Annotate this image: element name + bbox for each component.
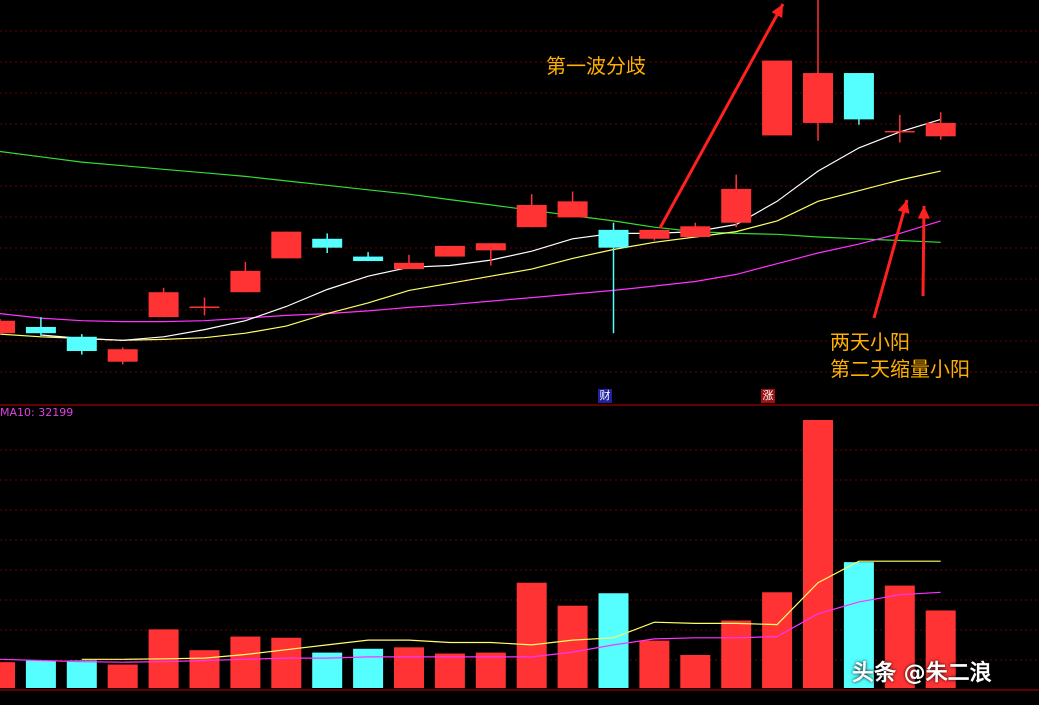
arrow-day-one (872, 199, 909, 319)
candle-body (884, 130, 915, 133)
volume-bar (0, 662, 15, 688)
volume-bar (639, 640, 670, 688)
candle-body (394, 262, 424, 270)
volume-ma5-line (81, 560, 941, 660)
volume-bar (762, 592, 793, 688)
volume-bar (843, 562, 874, 688)
candle-body (803, 73, 833, 123)
candle-body (353, 256, 384, 262)
volume-bar (434, 653, 465, 688)
candle-body (0, 320, 15, 334)
candle-body (107, 349, 138, 362)
candle-body (762, 60, 793, 136)
arrow-day-one-head (897, 200, 910, 214)
candle-body (721, 188, 752, 223)
candle-body (66, 336, 97, 352)
candle-body (434, 245, 465, 257)
volume-bar (557, 605, 588, 688)
candle-body (925, 122, 956, 137)
annotation-two-small-yang: 两天小阳 (830, 330, 910, 354)
candle-body (557, 201, 588, 218)
candle-body (271, 231, 302, 259)
volume-ma10-line (0, 591, 941, 663)
volume-bar (475, 652, 506, 688)
candle-body (230, 270, 261, 293)
candle-body (148, 292, 179, 318)
ma60-line (0, 150, 941, 243)
watermark: 头条 @朱二浪 (852, 661, 992, 686)
volume-bar (925, 610, 956, 688)
volume-legend: MA10: 32199 (0, 406, 74, 419)
candle-body (639, 229, 670, 239)
volume-bar (230, 636, 261, 688)
candle-body (516, 204, 547, 228)
volume-bar (66, 660, 97, 688)
candle-body (312, 238, 343, 248)
annotation-shrink-volume: 第二天缩量小阳 (830, 357, 970, 381)
volume-bar (598, 593, 629, 688)
candle-body (598, 229, 629, 248)
arrow-first-wave (658, 3, 785, 229)
volume-bar (516, 582, 547, 688)
ma20-line (0, 220, 941, 323)
volume-bar (271, 637, 302, 688)
volume-bar (189, 650, 220, 688)
arrow-first-wave-head (771, 4, 783, 18)
candle-body (843, 73, 874, 120)
arrow-day-two-head (917, 206, 930, 219)
ma10-line (0, 170, 941, 341)
candle-body (475, 243, 506, 251)
candle-body (189, 306, 220, 308)
candle-body (680, 226, 711, 237)
volume-bar (884, 585, 915, 688)
volume-bar (25, 660, 56, 688)
marker-zhang: 涨 (761, 389, 775, 403)
marker-cai: 财 (598, 389, 612, 403)
volume-bar (107, 664, 138, 688)
annotation-first-wave: 第一波分歧 (546, 54, 646, 78)
arrow-day-two (921, 205, 926, 297)
volume-bar (394, 647, 424, 688)
volume-bar (803, 420, 833, 688)
candle-body (25, 326, 56, 334)
volume-bar (680, 654, 711, 688)
volume-bar (353, 648, 384, 688)
volume-bar (721, 620, 752, 688)
